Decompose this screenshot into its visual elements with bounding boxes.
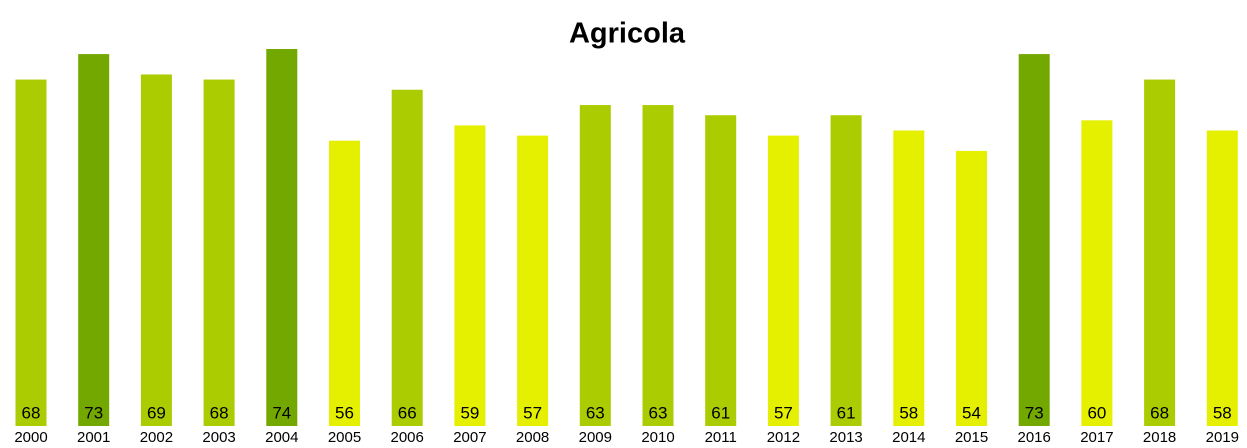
x-tick-label: 2013 bbox=[829, 429, 862, 446]
bar bbox=[391, 89, 423, 426]
value-label: 56 bbox=[335, 403, 354, 422]
bar bbox=[956, 150, 987, 426]
bar bbox=[830, 115, 862, 426]
bar bbox=[1144, 79, 1176, 426]
value-label: 59 bbox=[460, 403, 479, 422]
bar bbox=[1081, 120, 1113, 426]
value-label: 58 bbox=[899, 403, 918, 422]
value-label: 63 bbox=[586, 403, 605, 422]
bar bbox=[203, 79, 235, 426]
bar bbox=[893, 130, 925, 426]
value-label: 66 bbox=[398, 403, 417, 422]
value-label: 68 bbox=[22, 403, 41, 422]
x-tick-label: 2014 bbox=[892, 429, 925, 446]
value-label: 58 bbox=[1213, 403, 1232, 422]
x-tick-label: 2019 bbox=[1206, 429, 1239, 446]
x-tick-label: 2005 bbox=[328, 429, 361, 446]
bar bbox=[1018, 54, 1050, 426]
x-tick-label: 2016 bbox=[1018, 429, 1051, 446]
x-tick-label: 2011 bbox=[705, 429, 737, 446]
value-label: 68 bbox=[1150, 403, 1169, 422]
value-label: 57 bbox=[774, 403, 793, 422]
bar bbox=[140, 74, 172, 427]
bar bbox=[642, 105, 674, 427]
value-label: 63 bbox=[649, 403, 668, 422]
x-tick-label: 2009 bbox=[579, 429, 612, 446]
x-tick-label: 2001 bbox=[77, 429, 110, 446]
bar bbox=[454, 125, 486, 427]
chart-title: Agricola bbox=[569, 18, 686, 50]
x-tick-label: 2000 bbox=[14, 429, 47, 446]
bar bbox=[329, 140, 360, 426]
x-tick-label: 2017 bbox=[1080, 429, 1113, 446]
value-label: 74 bbox=[272, 403, 291, 422]
x-tick-label: 2006 bbox=[391, 429, 424, 446]
bar bbox=[579, 105, 611, 427]
bar bbox=[517, 135, 549, 427]
x-tick-label: 2008 bbox=[516, 429, 549, 446]
x-tick-label: 2012 bbox=[767, 429, 800, 446]
x-tick-label: 2018 bbox=[1143, 429, 1176, 446]
value-label: 54 bbox=[962, 403, 981, 422]
x-tick-label: 2007 bbox=[453, 429, 486, 446]
value-label: 73 bbox=[84, 403, 103, 422]
value-label: 60 bbox=[1087, 403, 1106, 422]
x-tick-label: 2015 bbox=[955, 429, 988, 446]
bar bbox=[15, 79, 47, 426]
value-label: 61 bbox=[711, 403, 730, 422]
value-label: 57 bbox=[523, 403, 542, 422]
bar bbox=[78, 54, 110, 426]
bar bbox=[705, 115, 737, 426]
value-label: 68 bbox=[210, 403, 229, 422]
value-label: 69 bbox=[147, 403, 166, 422]
x-tick-label: 2002 bbox=[140, 429, 173, 446]
value-label: 73 bbox=[1025, 403, 1044, 422]
value-label: 61 bbox=[837, 403, 856, 422]
bar bbox=[1206, 130, 1238, 426]
bar bbox=[767, 135, 799, 427]
x-tick-label: 2010 bbox=[641, 429, 674, 446]
x-tick-label: 2004 bbox=[265, 429, 298, 446]
bar bbox=[266, 49, 298, 426]
x-tick-label: 2003 bbox=[202, 429, 235, 446]
